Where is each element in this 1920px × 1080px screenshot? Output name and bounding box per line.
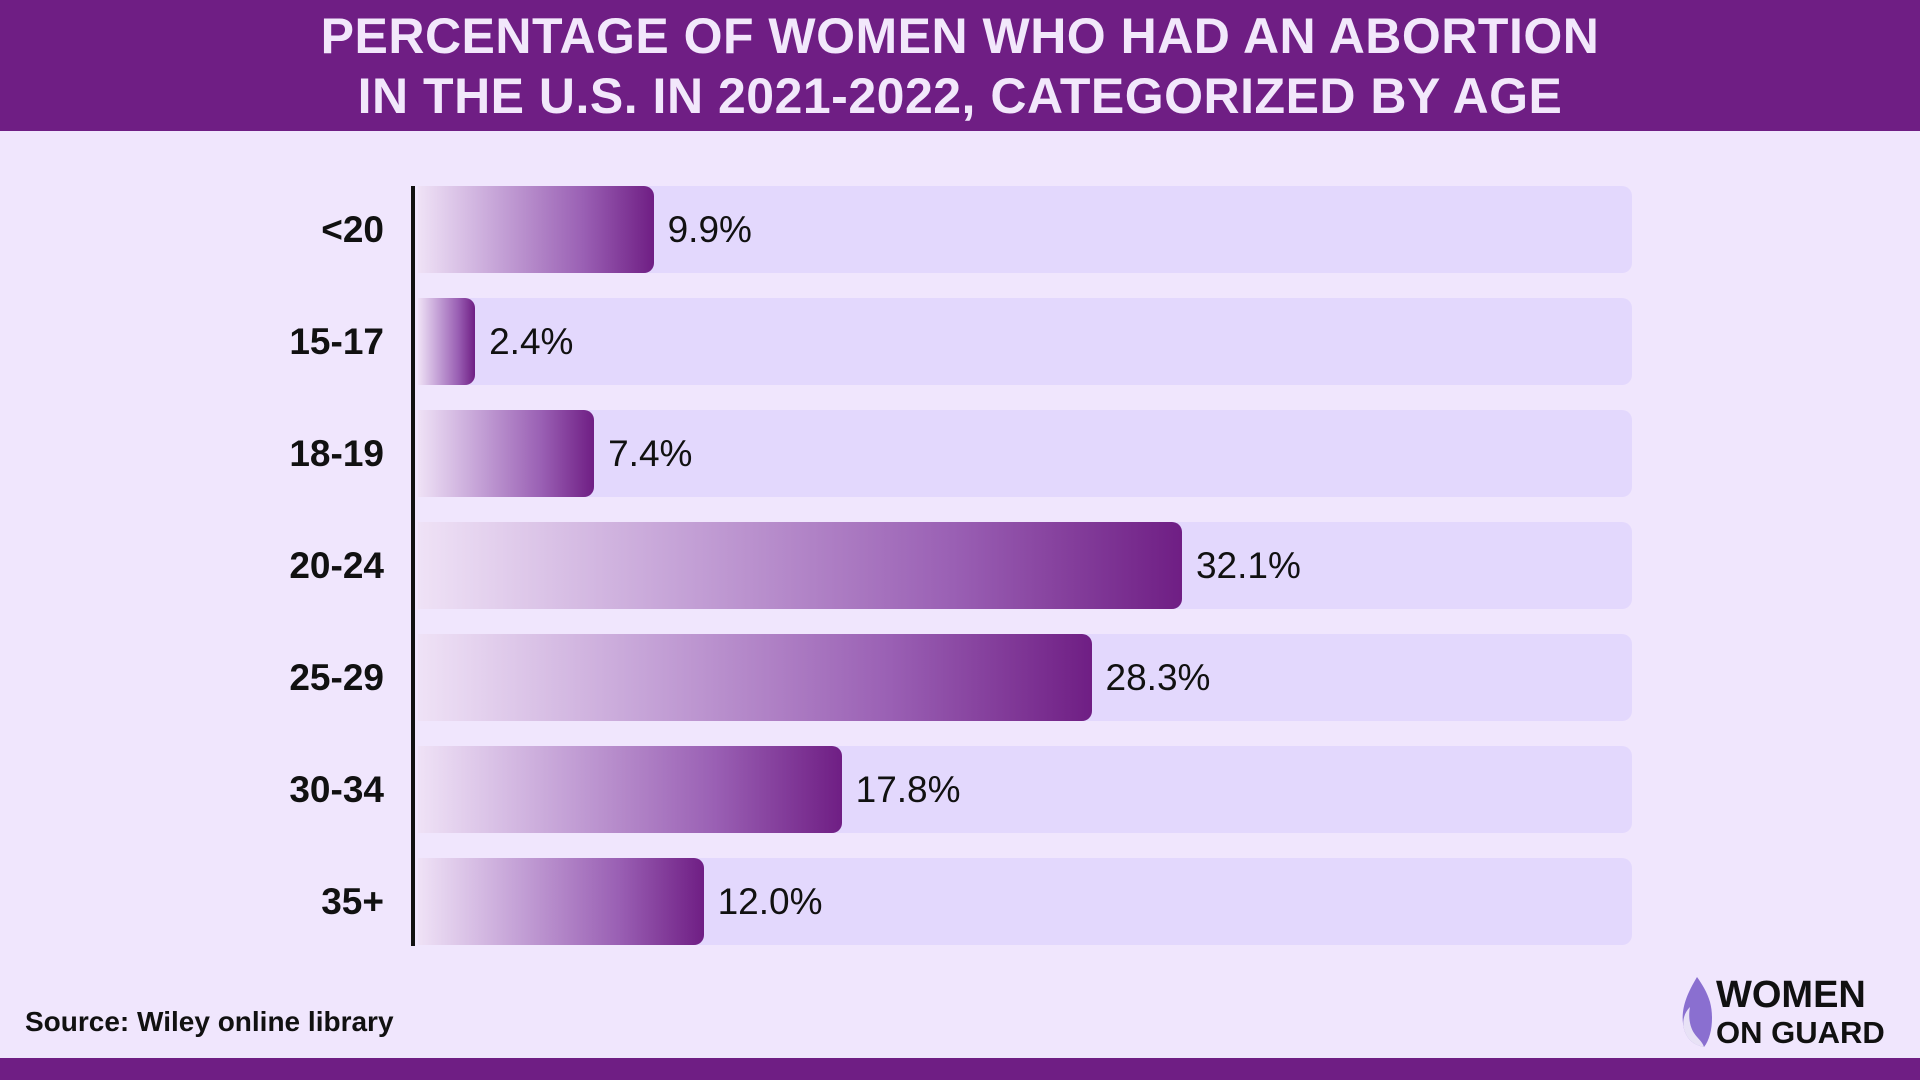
bar-row: 18-19 7.4% [0, 410, 1920, 497]
source-note: Source: Wiley online library [25, 1006, 394, 1037]
category-label: 35+ [321, 881, 384, 922]
title-line-2: IN THE U.S. IN 2021-2022, CATEGORIZED BY… [357, 67, 1563, 124]
title-line-1: PERCENTAGE OF WOMEN WHO HAD AN ABORTION [320, 7, 1600, 64]
footer-bar [0, 1058, 1920, 1080]
data-label: 2.4% [489, 321, 574, 362]
bar [418, 186, 654, 273]
logo-line-1: WOMEN [1716, 974, 1866, 1016]
category-label: 15-17 [289, 321, 384, 362]
woman-profile-drop-icon [1682, 977, 1712, 1047]
bar-row: <20 9.9% [0, 186, 1920, 273]
bar-track [418, 298, 1632, 385]
bar-row: 25-29 28.3% [0, 634, 1920, 721]
bar [418, 858, 704, 945]
category-label: 25-29 [289, 657, 384, 698]
bar [418, 298, 476, 385]
bar-row: 35+ 12.0% [0, 858, 1920, 945]
y-axis-line [411, 186, 415, 946]
data-label: 9.9% [667, 209, 752, 250]
category-label: <20 [321, 209, 384, 250]
data-label: 32.1% [1195, 545, 1301, 586]
bar-row: 30-34 17.8% [0, 746, 1920, 833]
bar [418, 410, 595, 497]
bar [418, 634, 1092, 721]
title-banner: PERCENTAGE OF WOMEN WHO HAD AN ABORTION … [0, 0, 1920, 131]
bar-track [418, 410, 1632, 497]
category-label: 20-24 [289, 545, 384, 586]
category-label: 30-34 [289, 769, 384, 810]
bar-row: 15-17 2.4% [0, 298, 1920, 385]
category-label: 18-19 [289, 433, 384, 474]
bar [418, 522, 1182, 609]
bar [418, 746, 842, 833]
women-on-guard-logo: WOMEN ON GUARD [1680, 975, 1910, 1050]
data-label: 7.4% [608, 433, 693, 474]
data-label: 28.3% [1105, 657, 1211, 698]
data-label: 12.0% [717, 881, 823, 922]
data-label: 17.8% [855, 769, 961, 810]
logo-line-2: ON GUARD [1716, 1015, 1885, 1050]
bar-row: 20-24 32.1% [0, 522, 1920, 609]
